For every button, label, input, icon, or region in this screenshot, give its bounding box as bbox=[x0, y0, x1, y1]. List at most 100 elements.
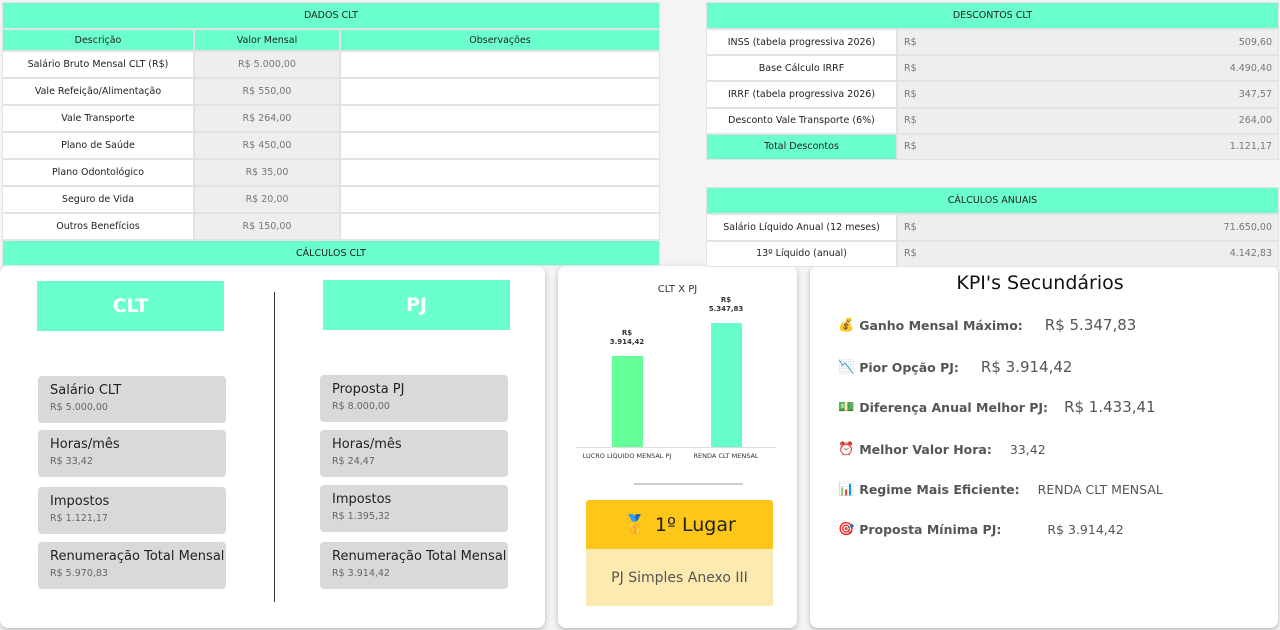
metric-box: Proposta PJ R$ 8.000,00 bbox=[320, 375, 508, 422]
metric-value: R$ 24,47 bbox=[332, 456, 375, 467]
metric-label: Renumeração Total Mensal bbox=[50, 549, 225, 564]
kpi-row: 🎯 Proposta Mínima PJ: R$ 3.914,42 bbox=[838, 518, 1268, 540]
row-label: Base Cálculo IRRF bbox=[706, 55, 897, 82]
metric-value: R$ 8.000,00 bbox=[332, 401, 390, 412]
row-value: R$ 150,00 bbox=[194, 213, 340, 240]
metric-value: R$ 1.121,17 bbox=[50, 513, 108, 524]
kpi-value: R$ 3.914,42 bbox=[980, 358, 1073, 376]
metric-label: Horas/mês bbox=[332, 437, 402, 452]
kpi-icon: 📊 bbox=[838, 481, 855, 497]
row-label: Desconto Vale Transporte (6%) bbox=[706, 107, 897, 134]
row-notes bbox=[340, 159, 660, 186]
metric-value: R$ 3.914,42 bbox=[332, 568, 390, 579]
kpi-icon: 📉 bbox=[838, 359, 855, 375]
amount: 509,60 bbox=[1238, 36, 1272, 48]
row-label: IRRF (tabela progressiva 2026) bbox=[706, 81, 897, 108]
row-notes bbox=[340, 78, 660, 105]
value-label: R$ 3.914,42 bbox=[609, 329, 645, 347]
row-value: R$ 264,00 bbox=[194, 105, 340, 132]
kpi-row: 💵 Diferença Anual Melhor PJ: R$ 1.433,41 bbox=[838, 396, 1268, 418]
kpi-icon: ⏰ bbox=[838, 441, 855, 457]
row-notes bbox=[340, 105, 660, 132]
bar bbox=[710, 323, 742, 447]
value-label: R$ 5.347,83 bbox=[708, 296, 744, 314]
row-label: Vale Refeição/Alimentação bbox=[2, 78, 194, 105]
amount: 264,00 bbox=[1238, 115, 1272, 127]
kpi-icon: 💵 bbox=[838, 399, 855, 415]
column-header: Valor Mensal bbox=[194, 29, 340, 51]
metric-box: Horas/mês R$ 33,42 bbox=[38, 430, 226, 477]
row-value: R$ 509,60 bbox=[897, 29, 1279, 56]
metric-label: Renumeração Total Mensal bbox=[332, 549, 507, 564]
currency: R$ bbox=[904, 36, 917, 48]
metric-value: R$ 1.395,32 bbox=[332, 511, 390, 522]
metric-label: Horas/mês bbox=[50, 437, 120, 452]
metric-label: Impostos bbox=[332, 492, 392, 507]
bar bbox=[611, 356, 643, 447]
kpi-icon: 💰 bbox=[838, 317, 855, 333]
metric-label: Proposta PJ bbox=[332, 382, 405, 397]
kpi-icon: 🎯 bbox=[838, 521, 855, 537]
row-notes bbox=[340, 132, 660, 159]
row-label: Salário Bruto Mensal CLT (R$) bbox=[2, 51, 194, 78]
kpi-row: 📉 Pior Opção PJ: R$ 3.914,42 bbox=[838, 356, 1268, 378]
row-notes bbox=[340, 51, 660, 78]
row-value: R$ 5.000,00 bbox=[194, 51, 340, 78]
currency: R$ bbox=[904, 62, 917, 74]
row-value: R$ 4.142,83 bbox=[897, 240, 1279, 267]
winner: PJ Simples Anexo III bbox=[611, 569, 748, 586]
table-footer: CÁLCULOS CLT bbox=[2, 240, 660, 266]
currency: R$ bbox=[904, 141, 917, 153]
amount: 1.121,17 bbox=[1229, 141, 1272, 153]
medal-icon: 🥇 bbox=[623, 514, 647, 536]
kpi-label: Diferença Anual Melhor PJ: bbox=[859, 399, 1049, 415]
column-header: Observações bbox=[340, 29, 660, 51]
kpi-row: 📊 Regime Mais Eficiente: RENDA CLT MENSAL bbox=[838, 478, 1268, 500]
row-value: R$ 20,00 bbox=[194, 186, 340, 213]
currency: R$ bbox=[904, 88, 917, 100]
row-value: R$ 71.650,00 bbox=[897, 214, 1279, 241]
row-notes bbox=[340, 213, 660, 240]
row-label: Total Descontos bbox=[706, 133, 897, 160]
metric-label: Impostos bbox=[50, 494, 110, 509]
kpi-value: 33,42 bbox=[1009, 441, 1046, 457]
metric-value: R$ 5.000,00 bbox=[50, 402, 108, 413]
metric-box: Impostos R$ 1.121,17 bbox=[38, 487, 226, 534]
amount: 347,57 bbox=[1238, 88, 1272, 100]
place-box: 🥇 1º Lugar bbox=[586, 500, 773, 549]
kpi-label: Ganho Mensal Máximo: bbox=[859, 317, 1023, 333]
row-label: Outros Benefícios bbox=[2, 213, 194, 240]
kpi-label: Regime Mais Eficiente: bbox=[859, 481, 1020, 497]
row-value: R$ 347,57 bbox=[897, 81, 1279, 108]
row-notes bbox=[340, 186, 660, 213]
x-tick-label: LUCRO LÍQUIDO MENSAL PJ bbox=[582, 452, 672, 460]
kpi-value: RENDA CLT MENSAL bbox=[1037, 481, 1163, 497]
kpi-label: Proposta Mínima PJ: bbox=[859, 521, 1002, 537]
baseline bbox=[576, 447, 776, 448]
regime-header: CLT bbox=[37, 281, 224, 331]
chart-title: CLT X PJ bbox=[657, 284, 698, 295]
metric-value: R$ 33,42 bbox=[50, 456, 93, 467]
kpi-row: 💰 Ganho Mensal Máximo: R$ 5.347,83 bbox=[838, 314, 1268, 336]
table-title: DADOS CLT bbox=[2, 2, 660, 29]
row-value: R$ 1.121,17 bbox=[897, 133, 1279, 160]
metric-box: Renumeração Total Mensal R$ 3.914,42 bbox=[320, 542, 508, 589]
divider bbox=[274, 292, 275, 602]
amount: 71.650,00 bbox=[1223, 221, 1272, 233]
kpi-label: Pior Opção PJ: bbox=[859, 359, 959, 375]
row-value: R$ 450,00 bbox=[194, 132, 340, 159]
row-value: R$ 264,00 bbox=[897, 107, 1279, 134]
separator bbox=[634, 483, 743, 485]
currency: R$ bbox=[904, 221, 917, 233]
amount: 4.142,83 bbox=[1229, 248, 1272, 260]
metric-box: Impostos R$ 1.395,32 bbox=[320, 485, 508, 532]
metric-box: Renumeração Total Mensal R$ 5.970,83 bbox=[38, 542, 226, 589]
metric-label: Salário CLT bbox=[50, 383, 122, 398]
table-title: DESCONTOS CLT bbox=[706, 2, 1279, 29]
column-header: Descrição bbox=[2, 29, 194, 51]
place: 1º Lugar bbox=[654, 513, 736, 536]
row-value: R$ 4.490,40 bbox=[897, 55, 1279, 82]
kpi-value: R$ 3.914,42 bbox=[1047, 521, 1124, 537]
currency: R$ bbox=[904, 248, 917, 260]
